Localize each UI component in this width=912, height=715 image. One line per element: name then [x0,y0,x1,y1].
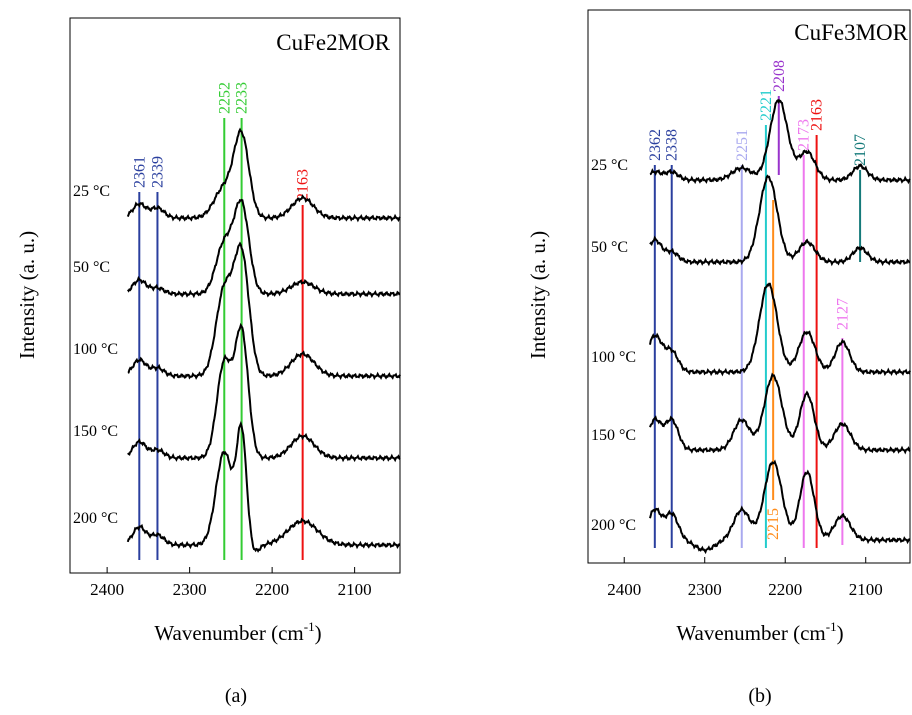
spectrum-line [649,174,911,267]
y-axis-title-a: Intensity (a. u.) [15,231,39,359]
spectrum-line [649,372,911,455]
spectrum-line [649,282,911,377]
x-axis-title-a: Wavenumber (cm-1) [154,619,321,645]
x-axis-ticks-a: 2400 2300 2200 2100 [90,567,372,599]
spectra-b [649,98,911,555]
x-tick-label: 2400 [90,580,124,599]
x-tick-label: 2100 [338,580,372,599]
temperature-label: 100 °C [591,349,636,366]
x-tick-label: 2100 [849,580,883,599]
peak-label-2338: 2338 [664,129,681,161]
peak-label-2361: 2361 [131,156,148,188]
temperature-label: 100 °C [73,341,118,358]
x-axis-title-b-close: ) [837,621,844,645]
chart-title-b: CuFe3MOR [794,20,908,45]
temperature-label: 150 °C [591,427,636,444]
chart-title-a: CuFe2MOR [276,30,390,55]
peak-label-2163: 2163 [809,99,826,131]
x-axis-title-a-main: Wavenumber (cm [154,621,303,645]
x-tick-label: 2200 [255,580,289,599]
peak-label-2362: 2362 [647,129,664,161]
spectrum-line [649,98,911,185]
peak-label-2107: 2107 [852,134,869,166]
spectrum-line [127,322,401,463]
peak-label-2208: 2208 [771,60,788,92]
peak-label-2173: 2173 [796,119,813,151]
x-axis-title-a-sup: -1 [304,619,315,634]
spectrum-line [126,127,401,223]
x-tick-label: 2300 [688,580,722,599]
peak-label-2251: 2251 [734,129,751,161]
panel-label-a: (a) [225,685,247,707]
peak-label-2221: 2221 [758,89,775,121]
peak-label-2252: 2252 [216,82,233,114]
temperature-label: 25 °C [591,157,628,174]
panel-label-b: (b) [748,685,771,707]
peak-lines-a: 2361 2339 2252 2233 2163 [131,82,312,560]
temperature-label: 50 °C [591,239,628,256]
temperature-label: 200 °C [591,517,636,534]
spectra-a [126,127,401,553]
x-axis-title-b: Wavenumber (cm-1) [676,619,843,645]
x-tick-label: 2400 [607,580,641,599]
temperature-label: 200 °C [73,510,118,527]
x-axis-ticks-b: 2400 2300 2200 2100 [607,557,883,599]
spectrum-line [126,198,401,299]
spectrum-line [126,420,401,553]
x-tick-label: 2200 [768,580,802,599]
plot-frame-b [587,9,911,564]
spectrum-line [649,459,911,555]
y-axis-title-b: Intensity (a. u.) [526,231,550,359]
spectrum-line [127,241,401,381]
plot-frame-a [69,17,401,574]
peak-label-2215: 2215 [765,508,782,540]
temperature-labels-a: 25 °C 50 °C 100 °C 150 °C 200 °C [73,183,118,527]
x-axis-title-a-close: ) [315,621,322,645]
x-axis-title-b-main: Wavenumber (cm [676,621,825,645]
peak-label-2163: 2163 [295,169,312,201]
peak-label-2127: 2127 [834,298,851,330]
temperature-labels-b: 25 °C 50 °C 100 °C 150 °C 200 °C [591,157,636,534]
temperature-label: 150 °C [73,423,118,440]
temperature-label: 50 °C [73,259,110,276]
peak-label-2233: 2233 [234,82,251,114]
x-axis-title-b-sup: -1 [826,619,837,634]
x-tick-label: 2300 [173,580,207,599]
temperature-label: 25 °C [73,183,110,200]
peak-label-2339: 2339 [149,156,166,188]
